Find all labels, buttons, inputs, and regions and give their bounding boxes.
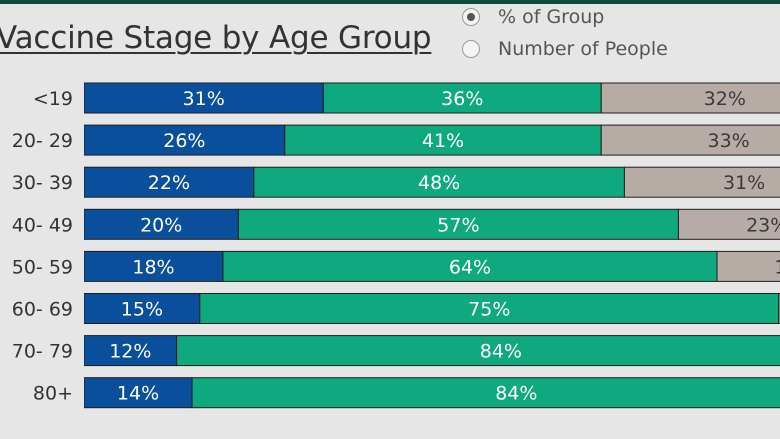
category-label: 40- 49 <box>12 214 73 236</box>
bar-segment[interactable] <box>716 250 780 282</box>
data-label: 14% <box>117 383 159 405</box>
bar-segment[interactable] <box>176 335 780 367</box>
category-label: 80+ <box>33 383 73 405</box>
data-label: 84% <box>495 383 537 405</box>
bar-segment[interactable] <box>322 82 602 114</box>
category-label: 20- 29 <box>12 130 73 152</box>
bar-segment[interactable] <box>677 208 780 240</box>
data-label: 15% <box>121 299 163 321</box>
bar-segment[interactable] <box>222 250 718 282</box>
data-label: 33% <box>708 130 750 152</box>
data-label: 75% <box>468 299 510 321</box>
bar-segment[interactable] <box>191 377 780 409</box>
data-label: 36% <box>441 88 483 110</box>
bar-segment[interactable] <box>778 293 780 324</box>
bar-segment[interactable] <box>623 166 780 198</box>
data-label: 26% <box>163 130 205 152</box>
plot-area: 31% 36% 32% 26% 41% 33% 22% 48% 31% 20% 57% 23% 18% 6… <box>84 82 780 409</box>
data-label: 64% <box>449 256 491 278</box>
radio-label-percent-of-group: % of Group <box>498 6 605 28</box>
category-label: <19 <box>33 88 73 110</box>
category-label: 70- 79 <box>12 341 73 363</box>
data-label: 20% <box>140 214 182 236</box>
data-label: 23% <box>746 214 780 236</box>
category-label: 60- 69 <box>12 299 73 321</box>
top-strip <box>0 0 780 4</box>
bar-segment[interactable] <box>600 82 780 114</box>
category-label: 30- 39 <box>12 172 73 194</box>
data-label: 18% <box>132 256 174 278</box>
data-label: 22% <box>148 172 190 194</box>
data-label: 84% <box>480 341 522 363</box>
bar-segment[interactable] <box>84 166 255 198</box>
radio-label-number-of-people: Number of People <box>498 38 668 60</box>
data-label: 57% <box>437 214 479 236</box>
bar-segment[interactable] <box>84 335 178 367</box>
data-label: 41% <box>422 130 464 152</box>
data-label: 31% <box>723 172 765 194</box>
bar-segment[interactable] <box>253 166 625 198</box>
bar-segment[interactable] <box>84 377 193 409</box>
data-label: 48% <box>418 172 460 194</box>
data-label: 31% <box>183 88 225 110</box>
chart-title: Vaccine Stage by Age Group <box>0 20 432 56</box>
radio-selected-icon[interactable] <box>462 8 480 26</box>
bar-segment[interactable] <box>84 82 324 114</box>
bar-segment[interactable] <box>600 124 780 156</box>
data-label: 18 <box>774 256 780 278</box>
category-label: 50- 59 <box>12 256 73 278</box>
radio-unselected-icon[interactable] <box>462 40 480 58</box>
data-label: 32% <box>704 88 746 110</box>
data-label: 12% <box>109 341 151 363</box>
bar-segment[interactable] <box>84 293 201 324</box>
